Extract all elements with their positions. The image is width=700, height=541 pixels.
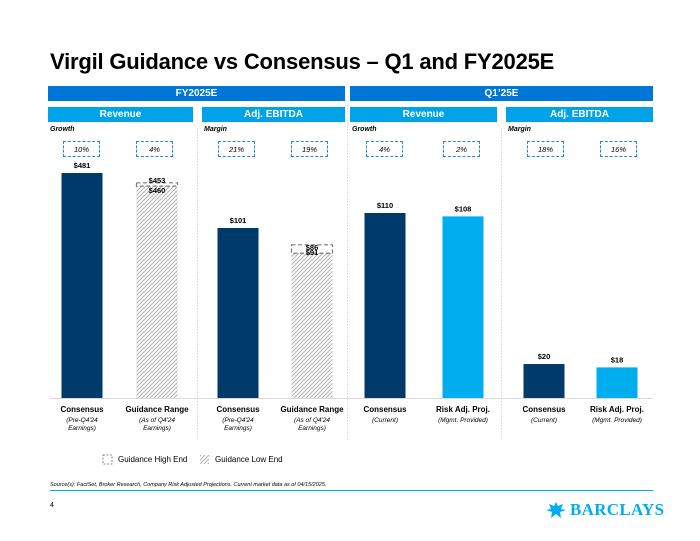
margin-pill: 21% <box>218 141 255 157</box>
page-number: 4 <box>50 502 54 509</box>
growth-pill: 10% <box>63 141 100 157</box>
bar <box>523 364 565 398</box>
category-note: Earnings) <box>143 425 171 432</box>
panel-header-fy-revenue: Revenue <box>48 107 193 122</box>
guidance-high-box <box>290 244 334 254</box>
source-note: Source(s): FactSet, Broker Research, Com… <box>50 482 327 488</box>
legend-high-label: Guidance High End <box>118 455 188 464</box>
category-label: Consensus <box>363 405 407 414</box>
bar <box>442 216 484 398</box>
section-header-q1-25e: Q1’25E <box>350 86 653 101</box>
metric-label: Growth <box>352 126 377 133</box>
data-label: $110 <box>377 201 393 210</box>
category-note: (Current) <box>372 417 398 424</box>
category-label: Risk Adj. Proj. <box>436 405 490 414</box>
panel-header-fy-ebitda: Adj. EBITDA <box>202 107 345 122</box>
metric-label: Margin <box>204 126 227 133</box>
data-label-high: $91 <box>306 248 319 257</box>
bar <box>217 228 259 398</box>
data-label: $108 <box>455 204 472 213</box>
guidance-low-bar <box>291 253 333 398</box>
section-header-label: Q1’25E <box>484 88 519 99</box>
category-note: (As of Q4'24 <box>139 417 175 424</box>
category-note: (Mgmt. Provided) <box>438 417 488 424</box>
guidance-low-bar <box>136 186 178 398</box>
metric-label: Growth <box>50 126 75 133</box>
footer-rule <box>50 490 653 491</box>
category-note: (Mgmt. Provided) <box>592 417 642 424</box>
data-label-high: $460 <box>149 186 166 195</box>
category-label: Consensus <box>216 405 260 414</box>
brand-name: BARCLAYS <box>570 500 665 519</box>
category-label: Consensus <box>522 405 566 414</box>
category-note: Earnings) <box>68 425 96 432</box>
category-note: (Pre-Q4'24 <box>66 417 98 424</box>
panel-header-label: Revenue <box>99 109 142 120</box>
category-note: Earnings) <box>298 425 326 432</box>
data-label-low: $453 <box>149 176 166 185</box>
panel-header-label: Adj. EBITDA <box>244 109 303 120</box>
margin-pill: 19% <box>291 141 328 157</box>
bar <box>596 367 638 398</box>
category-note: (Current) <box>531 417 557 424</box>
growth-pill: 4% <box>136 141 173 157</box>
category-note: Earnings) <box>224 425 252 432</box>
growth-pill: 4% <box>366 141 403 157</box>
data-label-low: $86 <box>306 243 319 252</box>
panel-header-q1-revenue: Revenue <box>350 107 497 122</box>
bar <box>61 173 103 398</box>
category-label: Risk Adj. Proj. <box>590 405 644 414</box>
metric-label: Margin <box>508 126 531 133</box>
margin-pill: 16% <box>600 141 637 157</box>
bar <box>364 213 406 398</box>
eagle-logo-icon <box>546 502 566 518</box>
data-label: $18 <box>611 355 624 364</box>
category-label: Guidance Range <box>280 405 344 414</box>
margin-pill: 18% <box>527 141 564 157</box>
category-note: (Pre-Q4'24 <box>222 417 254 424</box>
section-header-fy2025e: FY2025E <box>48 86 345 101</box>
data-label: $101 <box>230 216 247 225</box>
panel-header-q1-ebitda: Adj. EBITDA <box>506 107 653 122</box>
category-label: Guidance Range <box>125 405 189 414</box>
data-label: $481 <box>74 161 91 170</box>
section-header-label: FY2025E <box>175 88 218 99</box>
category-label: Consensus <box>60 405 104 414</box>
legend-low-label: Guidance Low End <box>215 455 283 464</box>
panel-header-label: Adj. EBITDA <box>550 109 609 120</box>
panel-header-label: Revenue <box>402 109 445 120</box>
category-note: (As of Q4'24 <box>294 417 330 424</box>
data-label: $20 <box>538 352 551 361</box>
guidance-high-box <box>135 182 179 187</box>
page-title: Virgil Guidance vs Consensus – Q1 and FY… <box>50 49 555 74</box>
growth-pill: 2% <box>443 141 480 157</box>
